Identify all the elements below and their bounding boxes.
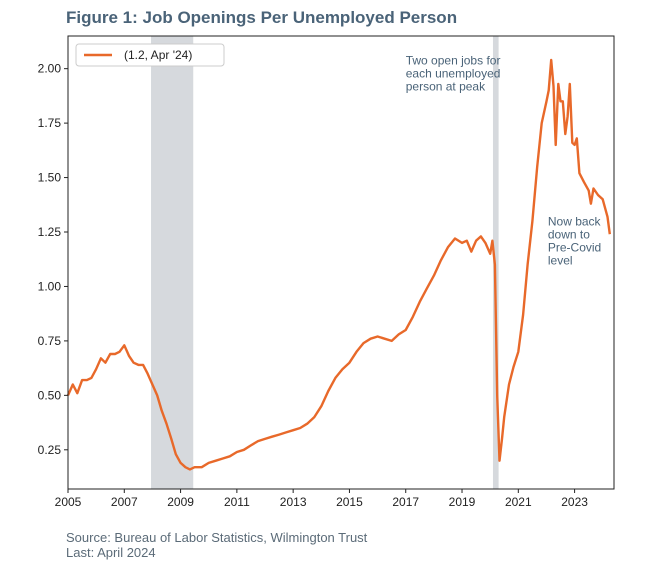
source-line: Source: Bureau of Labor Statistics, Wilm… [66, 530, 368, 545]
y-tick-label-5: 1.50 [38, 171, 62, 185]
annotation-0-line-1: each unemployed [406, 66, 501, 80]
y-tick-label-0: 0.25 [38, 443, 62, 457]
x-tick-label-2015: 2015 [336, 495, 363, 509]
x-tick-label-2017: 2017 [392, 495, 419, 509]
y-tick-label-7: 2.00 [38, 62, 62, 76]
legend-label: (1.2, Apr '24) [124, 48, 192, 62]
annotation-0-line-0: Two open jobs for [406, 53, 501, 67]
annotation-1-line-0: Now back [548, 214, 602, 228]
y-tick-label-3: 1.00 [38, 279, 62, 293]
plot-frame [67, 35, 615, 490]
x-tick-label-2013: 2013 [280, 495, 307, 509]
x-tick-label-2021: 2021 [505, 495, 532, 509]
recession-shading-group [151, 36, 499, 489]
legend: (1.2, Apr '24) [75, 43, 225, 67]
last-updated-line: Last: April 2024 [66, 545, 156, 560]
x-tick-label-2007: 2007 [111, 495, 138, 509]
y-tick-label-6: 1.75 [38, 116, 62, 130]
x-tick-label-2009: 2009 [167, 495, 194, 509]
annotation-0: Two open jobs for each unemployed person a… [406, 53, 501, 93]
chart-title: Figure 1: Job Openings Per Unemployed Pe… [66, 8, 458, 27]
series-line-group [66, 58, 611, 471]
legend-box [75, 43, 225, 67]
series-line-0 [66, 58, 611, 471]
y-tick-label-2: 0.75 [38, 334, 62, 348]
x-axis: 2005 2007 2009 2011 2013 2015 2017 2019 2021 2023 [55, 489, 588, 509]
annotations-group: Two open jobs for each unemployed person a… [406, 53, 602, 267]
y-tick-label-4: 1.25 [38, 225, 62, 239]
y-tick-label-1: 0.50 [38, 388, 62, 402]
annotation-1-line-1: down to [548, 227, 590, 241]
x-tick-label-2023: 2023 [561, 495, 588, 509]
annotation-1-line-2: Pre-Covid [548, 240, 601, 254]
source-note: Source: Bureau of Labor Statistics, Wilm… [66, 530, 367, 560]
annotation-1-line-3: level [548, 253, 573, 267]
x-tick-label-2019: 2019 [449, 495, 476, 509]
y-axis: 0.25 0.50 0.75 1.00 1.25 1.50 1.75 2.00 [38, 62, 68, 457]
annotation-1: Now back down to Pre-Covid level [548, 214, 602, 267]
x-tick-label-2005: 2005 [55, 495, 82, 509]
shaded-period-0 [151, 36, 194, 489]
x-tick-label-2011: 2011 [224, 495, 250, 509]
annotation-0-line-2: person at peak [406, 79, 486, 93]
